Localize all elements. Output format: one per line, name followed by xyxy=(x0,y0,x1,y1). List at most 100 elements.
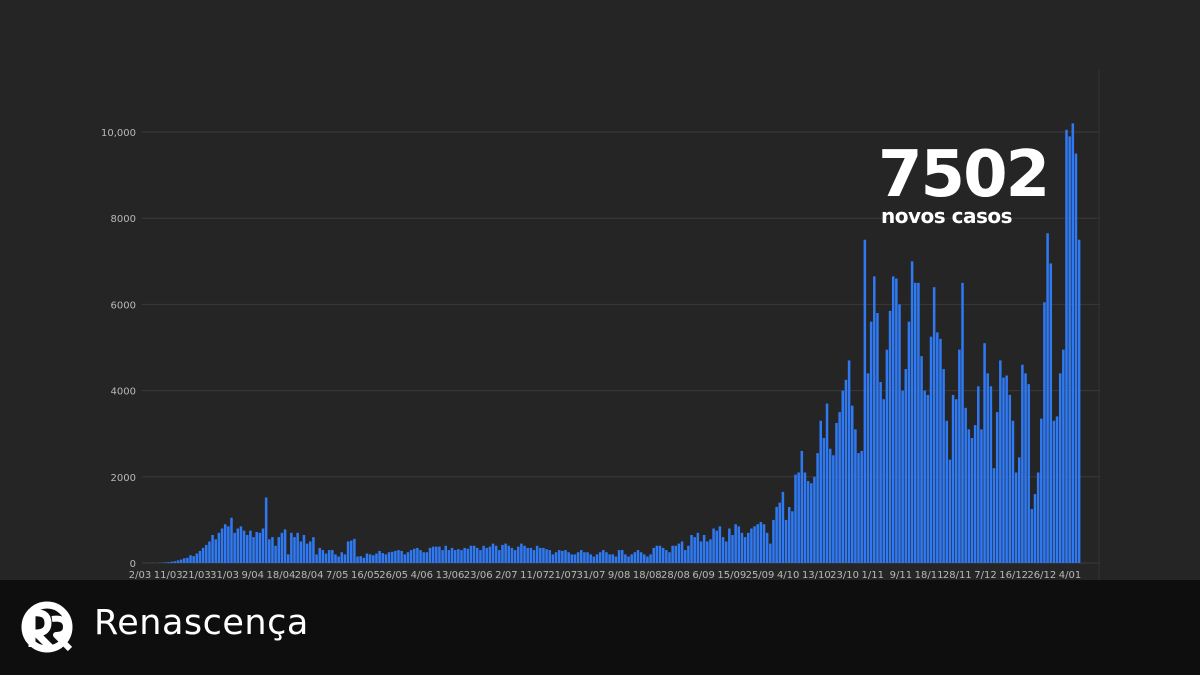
bar xyxy=(261,528,265,563)
bar xyxy=(620,550,624,563)
bar xyxy=(715,530,718,563)
bar xyxy=(750,528,753,563)
bar xyxy=(570,554,574,563)
bar xyxy=(498,550,501,563)
bar xyxy=(658,545,662,563)
bar xyxy=(945,420,949,563)
bar xyxy=(866,373,870,563)
bar xyxy=(220,528,224,563)
headline-number: 7502 xyxy=(878,138,1050,212)
bar xyxy=(1005,375,1008,563)
bar xyxy=(472,545,476,563)
bar xyxy=(995,412,999,563)
bar xyxy=(674,545,678,563)
bar xyxy=(958,349,961,563)
bar xyxy=(828,448,832,563)
bar xyxy=(693,537,696,563)
bar xyxy=(1055,416,1059,563)
bar xyxy=(394,550,397,563)
bar xyxy=(189,555,192,563)
bar xyxy=(639,552,643,563)
bar xyxy=(353,538,356,563)
bar xyxy=(876,313,879,563)
bar xyxy=(652,547,655,563)
bar xyxy=(510,547,514,563)
bar xyxy=(992,468,996,563)
bar xyxy=(961,282,964,563)
bar xyxy=(488,546,492,563)
bar xyxy=(668,552,671,563)
brand-name: Renascença xyxy=(94,603,309,643)
bar xyxy=(1049,263,1053,563)
bar xyxy=(787,506,791,563)
bar xyxy=(242,530,246,563)
bar xyxy=(778,502,782,563)
bar xyxy=(699,541,703,563)
bar xyxy=(205,544,208,563)
bar xyxy=(526,547,529,563)
bar xyxy=(1008,394,1012,563)
bar xyxy=(198,550,202,563)
bar xyxy=(1011,420,1015,563)
bar xyxy=(1065,129,1068,563)
bar xyxy=(810,483,813,563)
bar xyxy=(466,548,470,563)
bar xyxy=(690,534,693,563)
bar xyxy=(416,547,419,563)
bar xyxy=(879,381,882,563)
x-tick-label: 31/03 xyxy=(210,570,239,580)
bar xyxy=(230,517,233,563)
bar xyxy=(208,541,211,563)
bar xyxy=(624,554,627,563)
x-tick-label: 18/04 xyxy=(266,570,295,580)
headline-caption: novos casos xyxy=(881,204,1013,228)
bar xyxy=(545,549,548,563)
bar xyxy=(422,552,425,563)
bar xyxy=(214,539,217,563)
bar xyxy=(602,550,605,563)
bar xyxy=(507,545,511,563)
bar xyxy=(680,541,684,563)
bar xyxy=(334,554,337,563)
bar xyxy=(258,532,262,563)
bar xyxy=(636,550,640,563)
bar xyxy=(583,552,586,563)
bar xyxy=(800,450,804,563)
x-tick-label: 4/10 xyxy=(777,570,799,580)
bar xyxy=(863,239,867,563)
bar xyxy=(857,453,860,563)
bar xyxy=(343,554,347,563)
bar xyxy=(236,528,240,563)
bar xyxy=(844,379,848,563)
bar xyxy=(435,546,438,563)
bar xyxy=(195,553,199,563)
bar xyxy=(964,407,967,563)
bar xyxy=(457,549,460,563)
bar xyxy=(939,338,942,563)
bar xyxy=(479,550,482,563)
bar xyxy=(312,537,315,563)
bar xyxy=(349,540,353,563)
bar xyxy=(249,530,252,563)
bar xyxy=(904,369,908,563)
bar xyxy=(784,519,788,563)
bar xyxy=(832,455,835,563)
bar xyxy=(712,528,715,563)
bar xyxy=(920,356,923,563)
bar xyxy=(885,349,889,563)
bar xyxy=(835,422,838,563)
bar xyxy=(806,481,810,563)
bar xyxy=(268,539,271,563)
bar xyxy=(173,561,177,563)
bar xyxy=(286,554,290,563)
bar xyxy=(1017,457,1021,563)
bar xyxy=(441,550,444,563)
bar xyxy=(290,532,293,563)
bar xyxy=(983,343,986,563)
bar xyxy=(491,543,495,563)
bar xyxy=(192,556,195,563)
bar xyxy=(453,550,457,563)
bar xyxy=(734,524,737,563)
bar xyxy=(895,278,898,563)
bar xyxy=(696,532,700,563)
